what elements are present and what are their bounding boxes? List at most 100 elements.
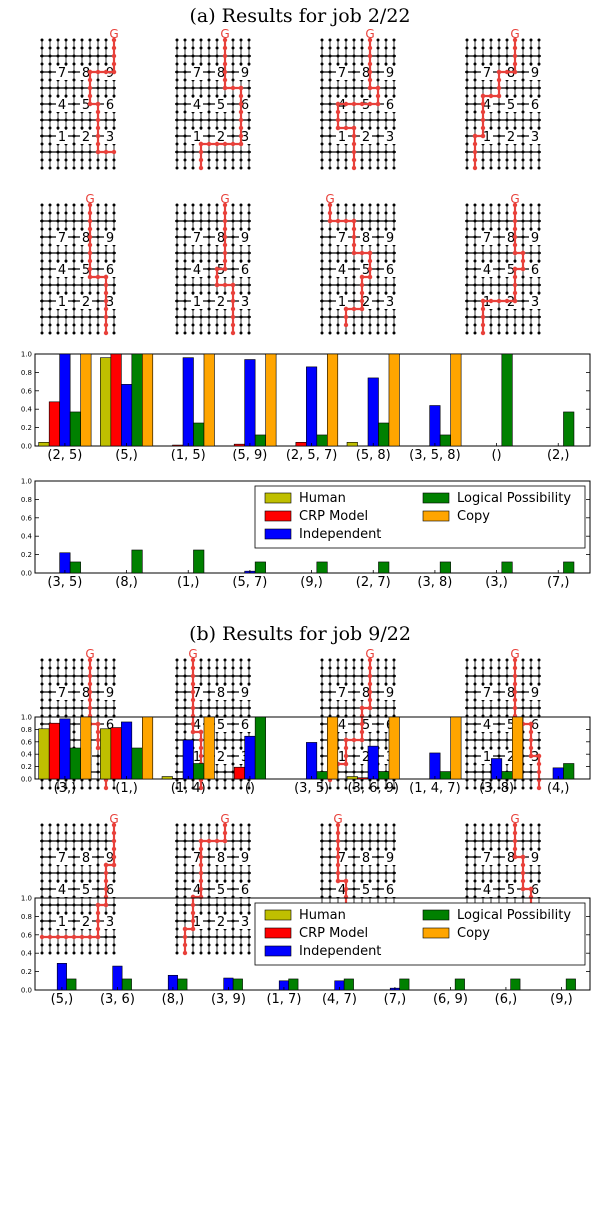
- trajectory-dot: [520, 266, 526, 272]
- grid-dot: [521, 847, 525, 851]
- grid-dot: [56, 126, 60, 130]
- grid-dot: [473, 259, 477, 263]
- grid-dot: [392, 323, 396, 327]
- goal-label: G: [109, 812, 118, 826]
- grid-dot: [48, 658, 52, 662]
- trajectory-dot: [198, 886, 204, 892]
- grid-dot: [376, 698, 380, 702]
- grid-dot: [239, 871, 243, 875]
- grid-dot: [384, 259, 388, 263]
- trajectory-dot: [198, 729, 204, 735]
- trajectory-dot: [359, 306, 365, 312]
- grid-dot: [239, 943, 243, 947]
- grid-dot: [376, 786, 380, 790]
- trajectory-dot: [512, 838, 518, 844]
- grid-dot: [505, 118, 509, 122]
- grid-dot: [384, 706, 388, 710]
- grid-dot: [537, 315, 541, 319]
- trajectory-dot: [359, 705, 365, 711]
- grid-dot: [191, 203, 195, 207]
- goal-label: G: [510, 192, 519, 206]
- grid-dot: [207, 823, 211, 827]
- grid-dot: [56, 158, 60, 162]
- grid-dot: [376, 118, 380, 122]
- trajectory-dot: [496, 298, 502, 304]
- grid-dot: [344, 283, 348, 287]
- grid-dot: [175, 730, 179, 734]
- grid-dot: [215, 158, 219, 162]
- grid-number-bg: [360, 851, 372, 865]
- bar-logical-possibility: [316, 561, 328, 574]
- grid-dot: [368, 879, 372, 883]
- grid-dot: [505, 871, 509, 875]
- grid-dot: [352, 283, 356, 287]
- grid-dot: [223, 770, 227, 774]
- grid-dot: [96, 203, 100, 207]
- grid-dot: [183, 283, 187, 287]
- grid-dot: [392, 203, 396, 207]
- grid-dot: [223, 903, 227, 907]
- grid-dot: [80, 831, 84, 835]
- grid-dot: [175, 722, 179, 726]
- grid-dot: [191, 831, 195, 835]
- trajectory-dot: [87, 697, 93, 703]
- grid-number: 5: [217, 263, 225, 278]
- trajectory-dot: [472, 165, 478, 171]
- grid-number-bg: [360, 130, 372, 144]
- grid-dot: [207, 903, 211, 907]
- grid-dot: [80, 166, 84, 170]
- grid-dot: [72, 110, 76, 114]
- grid-dot: [352, 674, 356, 678]
- grid-number-bg: [239, 295, 251, 309]
- grid-dot: [344, 706, 348, 710]
- grid-dot: [72, 243, 76, 247]
- grid-dot: [231, 227, 235, 231]
- grid-dot: [392, 54, 396, 58]
- grid-number: 6: [106, 98, 114, 113]
- grid-dot: [207, 871, 211, 875]
- grid-dot: [175, 786, 179, 790]
- grid-dot: [537, 738, 541, 742]
- grid-dot: [80, 666, 84, 670]
- grid-dot: [175, 307, 179, 311]
- grid-dot: [183, 158, 187, 162]
- grid-dot: [191, 118, 195, 122]
- grid-dot: [199, 227, 203, 231]
- grid-dot: [112, 283, 116, 287]
- grid-dot: [215, 935, 219, 939]
- grid-dot: [247, 951, 251, 955]
- bar-logical-possibility: [454, 978, 465, 991]
- goal-label: G: [510, 647, 519, 661]
- grid-number: 9: [386, 231, 394, 246]
- trajectory-dot: [87, 665, 93, 671]
- trajectory-dot: [182, 950, 188, 956]
- grid-dot: [48, 879, 52, 883]
- trajectory-dot: [230, 306, 236, 312]
- grid-dot: [199, 219, 203, 223]
- grid-dot: [360, 211, 364, 215]
- grid-dot: [48, 863, 52, 867]
- x-tick-label: (3, 6, 9): [347, 781, 399, 796]
- grid-dot: [320, 102, 324, 106]
- grid-number: 6: [106, 718, 114, 733]
- grid-dot: [473, 251, 477, 255]
- grid-dot: [328, 331, 332, 335]
- grid-number: 9: [106, 66, 114, 81]
- grid-dot: [175, 855, 179, 859]
- trajectory-dot: [206, 838, 212, 844]
- grid-dot: [360, 831, 364, 835]
- grid-dot: [56, 86, 60, 90]
- grid-dot: [231, 658, 235, 662]
- trajectory-dot: [367, 45, 373, 51]
- grid-dot: [88, 62, 92, 66]
- bar-independent: [59, 718, 71, 780]
- grid-dot: [88, 903, 92, 907]
- grid-dot: [231, 746, 235, 750]
- x-tick-label: (): [245, 781, 255, 796]
- grid-dot: [529, 203, 533, 207]
- grid-dot: [64, 203, 68, 207]
- grid-dot: [183, 839, 187, 843]
- grid-dot: [239, 682, 243, 686]
- grid-dot: [328, 158, 332, 162]
- bar-independent: [367, 377, 379, 447]
